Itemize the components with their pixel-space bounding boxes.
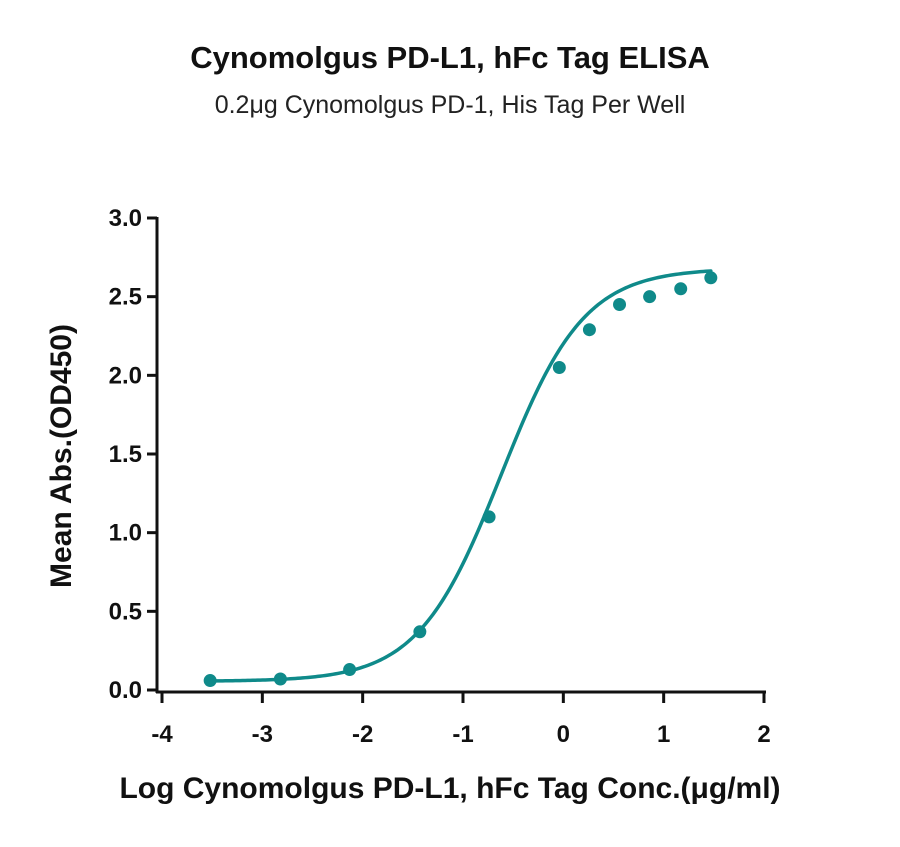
y-tick-label: 3.0 — [109, 205, 142, 232]
chart-title: Cynomolgus PD-L1, hFc Tag ELISA — [190, 40, 710, 75]
x-tick-label: -2 — [352, 721, 373, 748]
x-tick-label: -3 — [252, 721, 273, 748]
data-point — [273, 672, 287, 686]
y-tick-label: 1.0 — [109, 520, 142, 547]
x-axis-label: Log Cynomolgus PD-L1, hFc Tag Conc.(μg/m… — [119, 772, 781, 805]
x-tick-label: -4 — [151, 721, 173, 748]
chart-subtitle: 0.2μg Cynomolgus PD-1, His Tag Per Well — [214, 91, 686, 119]
x-tick-label: -1 — [452, 721, 473, 748]
ticks: 0.0 0.5 1.0 1.5 2.0 2.5 3.0 -4 -3 -2 -1 0 1 2 — [109, 205, 771, 748]
data-point — [203, 674, 217, 688]
data-point — [674, 282, 688, 296]
y-tick-label: 0.0 — [109, 677, 142, 704]
fit-curves — [208, 269, 713, 683]
y-tick-label: 2.5 — [109, 284, 142, 311]
y-tick-label: 2.0 — [109, 362, 142, 389]
data-point — [482, 510, 496, 524]
data-points — [203, 271, 718, 688]
data-point — [582, 323, 596, 337]
data-point — [643, 290, 657, 304]
x-tick-label: 0 — [557, 721, 570, 748]
x-tick-label: 1 — [657, 721, 670, 748]
y-tick-label: 0.5 — [109, 598, 142, 625]
y-axis-label: Mean Abs.(OD450) — [45, 324, 78, 588]
data-point — [613, 298, 627, 312]
y-tick-label: 1.5 — [109, 441, 142, 468]
fit-curve — [208, 269, 713, 683]
data-point — [413, 625, 427, 639]
data-point — [704, 271, 718, 285]
x-tick-label: 2 — [757, 721, 770, 748]
data-point — [552, 360, 566, 374]
data-point — [343, 663, 357, 677]
